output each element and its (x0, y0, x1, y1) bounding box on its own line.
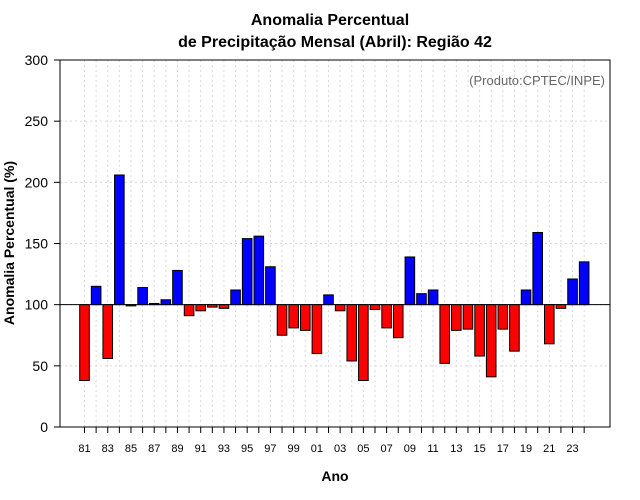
x-tick-label: 11 (427, 443, 438, 455)
bar-22 (555, 304, 567, 309)
x-tick-label: 21 (543, 443, 555, 455)
x-tick-label: 07 (380, 443, 392, 455)
source-annotation: (Produto:CPTEC/INPE) (469, 73, 605, 88)
x-tick-label: 05 (357, 443, 369, 455)
bars (79, 174, 590, 382)
x-tick-label: 01 (311, 443, 323, 455)
bar-84 (114, 174, 125, 306)
bar-85 (125, 304, 137, 307)
chart-subtitle: de Precipitação Mensal (Abril): Região 4… (178, 34, 492, 51)
bar-92 (207, 304, 218, 308)
y-ticks: 0 50 100 150 200 250 300 (25, 52, 60, 435)
y-tick-label: 100 (25, 297, 49, 313)
y-tick-label: 200 (25, 174, 49, 190)
bar-18 (509, 304, 520, 352)
bar-89 (172, 269, 183, 306)
chart-title: Anomalia Percentual (251, 12, 409, 29)
x-tick-label: 13 (450, 443, 462, 455)
bar-94 (230, 289, 241, 306)
bar-08 (392, 304, 404, 339)
x-tick-label: 93 (218, 443, 230, 455)
bar-19 (520, 289, 532, 306)
x-tick-label: 19 (520, 443, 532, 455)
x-tick-label: 85 (125, 443, 137, 455)
y-tick-label: 300 (25, 52, 49, 68)
bar-15 (474, 304, 485, 357)
bar-02 (323, 294, 334, 306)
bar-14 (462, 304, 474, 330)
y-tick-label: 150 (25, 236, 49, 252)
bar-07 (381, 304, 392, 329)
bar-11 (427, 289, 439, 306)
bar-23 (567, 278, 578, 306)
x-tick-label: 87 (148, 443, 160, 455)
y-tick-label: 250 (25, 113, 49, 129)
bar-17 (497, 304, 509, 330)
bar-06 (369, 304, 381, 311)
bar-90 (183, 304, 195, 317)
bar-97 (265, 266, 276, 306)
x-tick-label: 03 (334, 443, 346, 455)
bar-24 (578, 261, 590, 306)
x-tick-label: 17 (497, 443, 509, 455)
bar-88 (160, 299, 172, 306)
x-tick-label: 23 (566, 443, 578, 455)
bar-98 (276, 304, 288, 336)
bar-91 (195, 304, 206, 312)
y-tick-label: 0 (40, 419, 48, 435)
x-axis-label: Ano (321, 468, 348, 484)
bar-93 (218, 304, 230, 309)
bar-03 (334, 304, 346, 312)
bar-09 (404, 256, 416, 306)
bar-99 (288, 304, 299, 329)
bar-82 (90, 285, 102, 306)
x-tick-label: 97 (264, 443, 276, 455)
x-tick-label: 83 (102, 443, 114, 455)
bar-16 (485, 304, 497, 378)
bar-05 (358, 304, 369, 382)
x-tick-label: 89 (171, 443, 183, 455)
bar-87 (148, 302, 160, 306)
bar-81 (79, 304, 90, 382)
x-tick-label: 95 (241, 443, 253, 455)
x-tick-label: 81 (78, 443, 90, 455)
grid-lines (60, 60, 610, 427)
bar-00 (299, 304, 311, 331)
bar-95 (241, 238, 253, 306)
bar-13 (451, 304, 462, 331)
x-ticks: 81 83 85 87 89 91 93 95 97 99 01 03 05 07 09 11 13 15 17 19… (78, 427, 585, 455)
bar-10 (416, 293, 427, 306)
y-tick-label: 50 (32, 358, 48, 374)
bar-04 (346, 304, 358, 362)
x-tick-label: 91 (195, 443, 207, 455)
bar-12 (439, 304, 451, 364)
x-tick-label: 15 (473, 443, 485, 455)
bar-83 (102, 304, 114, 359)
x-tick-label: 99 (288, 443, 300, 455)
bar-21 (544, 304, 555, 345)
bar-01 (311, 304, 323, 355)
bar-96 (253, 235, 265, 306)
bar-86 (137, 287, 148, 306)
bar-20 (532, 231, 543, 306)
x-tick-label: 09 (404, 443, 416, 455)
y-axis-label: Anomalia Percentual (%) (1, 161, 17, 325)
